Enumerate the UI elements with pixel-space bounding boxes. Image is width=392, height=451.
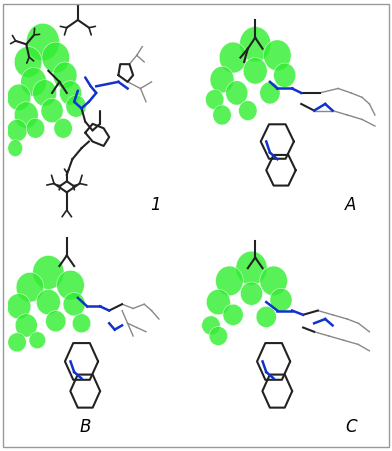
Ellipse shape	[213, 105, 231, 125]
Ellipse shape	[7, 294, 31, 319]
Ellipse shape	[240, 27, 271, 62]
Ellipse shape	[216, 266, 243, 296]
Ellipse shape	[260, 266, 287, 296]
Ellipse shape	[206, 290, 230, 315]
Text: C: C	[345, 418, 357, 436]
Ellipse shape	[42, 42, 69, 73]
Ellipse shape	[205, 90, 224, 110]
Ellipse shape	[226, 81, 248, 105]
Ellipse shape	[26, 23, 60, 61]
Ellipse shape	[41, 98, 63, 123]
Ellipse shape	[256, 306, 276, 327]
Ellipse shape	[240, 282, 263, 305]
Ellipse shape	[210, 66, 234, 93]
Ellipse shape	[236, 251, 267, 285]
Ellipse shape	[15, 314, 37, 337]
Ellipse shape	[21, 68, 47, 96]
Ellipse shape	[53, 62, 77, 88]
Ellipse shape	[263, 40, 291, 71]
Ellipse shape	[63, 293, 85, 316]
Ellipse shape	[57, 270, 84, 300]
Ellipse shape	[202, 316, 220, 335]
Ellipse shape	[223, 304, 243, 326]
Text: B: B	[80, 418, 91, 436]
Ellipse shape	[8, 333, 26, 352]
Ellipse shape	[7, 84, 31, 110]
Ellipse shape	[16, 272, 44, 302]
Ellipse shape	[270, 288, 292, 312]
Ellipse shape	[243, 58, 267, 84]
Ellipse shape	[72, 314, 91, 333]
Ellipse shape	[26, 118, 45, 138]
Ellipse shape	[274, 63, 296, 87]
Ellipse shape	[29, 332, 45, 349]
Text: A: A	[345, 197, 357, 215]
Ellipse shape	[8, 140, 23, 156]
Ellipse shape	[209, 327, 227, 345]
Text: 1: 1	[150, 197, 161, 215]
Ellipse shape	[54, 118, 72, 138]
Ellipse shape	[14, 102, 38, 128]
Ellipse shape	[33, 255, 64, 290]
Ellipse shape	[14, 46, 42, 78]
Ellipse shape	[66, 95, 86, 117]
Ellipse shape	[7, 120, 27, 142]
Ellipse shape	[45, 311, 66, 332]
Ellipse shape	[60, 81, 82, 105]
Ellipse shape	[239, 101, 257, 120]
Ellipse shape	[36, 290, 60, 315]
Ellipse shape	[219, 42, 247, 73]
Ellipse shape	[260, 82, 280, 104]
Ellipse shape	[33, 80, 57, 106]
